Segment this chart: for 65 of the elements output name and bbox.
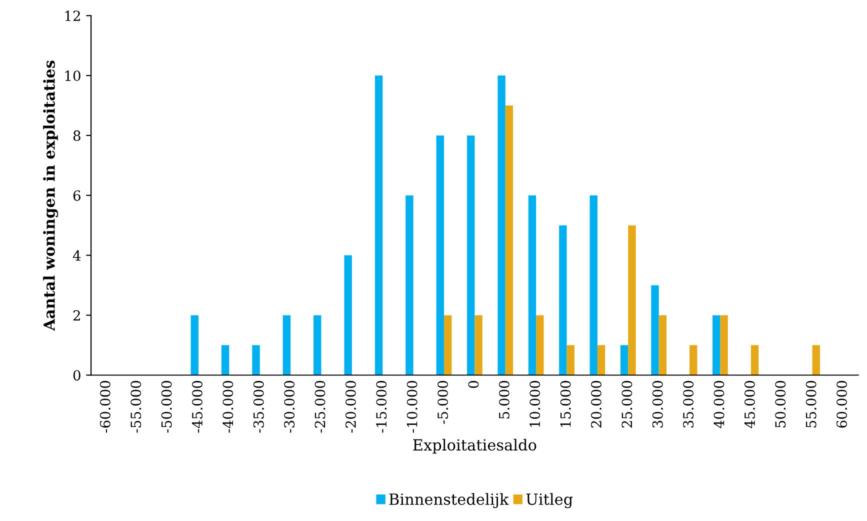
x-tick-label: -5.000 xyxy=(438,380,448,424)
bar xyxy=(436,135,444,376)
bar xyxy=(658,315,667,376)
bar xyxy=(474,315,482,376)
x-tick-label: -25.000 xyxy=(314,380,326,433)
bar xyxy=(597,345,606,376)
y-tick-label: 8 xyxy=(73,130,80,141)
x-tick-label: -30.000 xyxy=(284,380,295,433)
y-axis-title: Aantal woningen in exploitaties xyxy=(43,60,58,331)
bar xyxy=(444,315,452,376)
bar xyxy=(750,345,759,376)
y-tick-label: 4 xyxy=(72,250,81,261)
bar xyxy=(374,76,383,376)
legend-label: Uitleg xyxy=(526,493,573,508)
y-tick-label: 10 xyxy=(65,70,80,82)
x-tick-label: -50.000 xyxy=(161,380,172,433)
bar xyxy=(282,315,291,376)
bar xyxy=(812,345,820,376)
x-tick-label: 5.000 xyxy=(498,380,510,419)
x-tick-label: -35.000 xyxy=(253,380,264,433)
x-tick-label: 20.000 xyxy=(590,380,602,428)
bar xyxy=(590,195,598,376)
y-tick-label: 2 xyxy=(73,310,80,320)
x-tick-label: 55.000 xyxy=(806,380,816,428)
x-tick-label: 15.000 xyxy=(560,380,571,427)
x-tick-label: -60.000 xyxy=(100,380,110,433)
bar xyxy=(498,76,506,376)
x-tick-label: -55.000 xyxy=(130,380,142,433)
x-axis-title: Exploitatiesaldo xyxy=(413,438,536,454)
x-tick-label: 35.000 xyxy=(683,380,694,428)
bar xyxy=(628,225,636,376)
bar xyxy=(620,345,628,376)
x-tick-label: 45.000 xyxy=(744,380,755,428)
bar xyxy=(505,106,514,376)
y-tick-label: 0 xyxy=(73,370,80,381)
legend-label: Binnenstedelijk xyxy=(389,493,509,508)
x-tick-label: 50.000 xyxy=(775,380,786,428)
bar xyxy=(314,315,322,376)
x-tick-label: 60.000 xyxy=(836,380,848,428)
y-tick-label: 12 xyxy=(65,10,80,21)
x-tick-label: -15.000 xyxy=(376,380,387,433)
y-tick-label: 6 xyxy=(73,190,80,201)
bar xyxy=(344,255,352,376)
bar xyxy=(712,315,720,376)
bar xyxy=(406,195,414,376)
bar xyxy=(720,315,728,376)
x-tick-label: 40.000 xyxy=(714,380,724,428)
x-tick-label: -20.000 xyxy=(345,380,356,433)
x-tick-label: 0 xyxy=(468,380,479,388)
bar xyxy=(651,285,659,376)
x-tick-label: 10.000 xyxy=(530,380,540,427)
x-tick-label: -45.000 xyxy=(192,380,202,433)
bar xyxy=(690,345,698,376)
x-tick-label: -10.000 xyxy=(406,380,418,433)
x-tick-label: -40.000 xyxy=(222,380,234,433)
bar xyxy=(221,345,230,376)
bar xyxy=(528,195,536,376)
bar xyxy=(467,135,475,376)
bar xyxy=(190,315,198,376)
x-tick-label: 25.000 xyxy=(622,380,632,428)
bar xyxy=(536,315,544,376)
bar xyxy=(252,345,260,376)
bar xyxy=(559,225,567,376)
bar xyxy=(566,345,574,376)
x-tick-label: 30.000 xyxy=(652,380,663,428)
